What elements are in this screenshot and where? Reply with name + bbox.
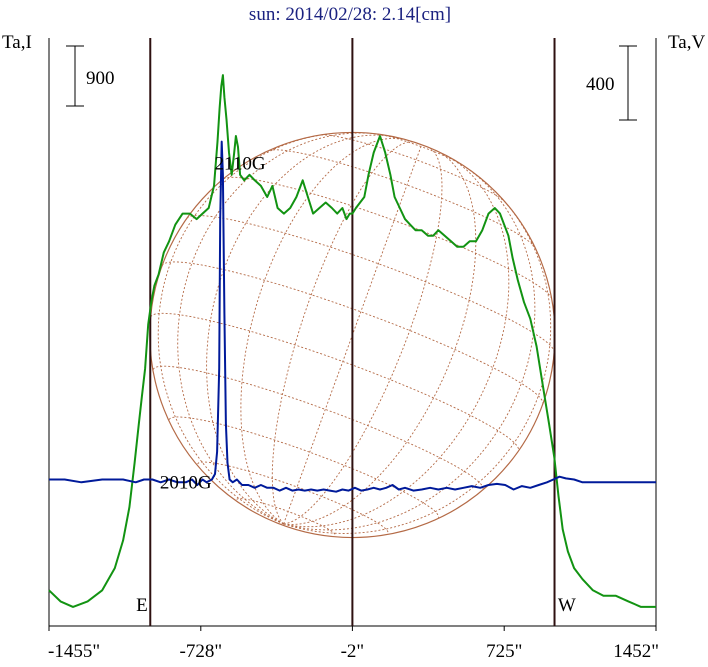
latitude-line [150, 312, 520, 451]
longitude-line [283, 156, 510, 528]
labels-layer: sun: 2014/02/28: 2.14[cm] Ta,I Ta,V 900 … [2, 4, 705, 662]
longitude-line [283, 164, 536, 531]
axes [48, 38, 657, 631]
limb-label-e: E [136, 595, 148, 616]
series-layer [48, 74, 656, 608]
annotation-label: 2110G [215, 154, 266, 175]
scale-bar-left-label: 900 [86, 68, 115, 89]
x-tick-label: -2" [341, 641, 365, 662]
limb-label-w: W [558, 595, 576, 616]
x-tick-label: 725" [486, 641, 522, 662]
series-i-line [48, 74, 656, 608]
scale-bar-right-label: 400 [586, 74, 615, 95]
longitude-line [283, 150, 477, 525]
longitude-line [271, 141, 414, 525]
longitude-line [177, 132, 378, 525]
longitude-line [206, 134, 393, 525]
longitude-line [283, 147, 443, 525]
latitude-line [321, 134, 506, 203]
x-tick-label: -1455" [48, 641, 100, 662]
longitude-line [283, 193, 552, 534]
longitude-line [240, 137, 407, 525]
series-v-line [49, 140, 656, 493]
x-tick-label: -728" [180, 641, 223, 662]
latitude-line [223, 176, 552, 299]
y-left-label: Ta,I [2, 32, 32, 53]
latitude-line [197, 461, 389, 534]
y-right-label: Ta,V [668, 32, 705, 53]
annotation-label: 2010G [160, 472, 212, 493]
latitude-line [186, 215, 555, 352]
chart-title: sun: 2014/02/28: 2.14[cm] [249, 4, 451, 25]
longitude-line [157, 133, 332, 525]
x-tick-label: 1452" [613, 641, 659, 662]
